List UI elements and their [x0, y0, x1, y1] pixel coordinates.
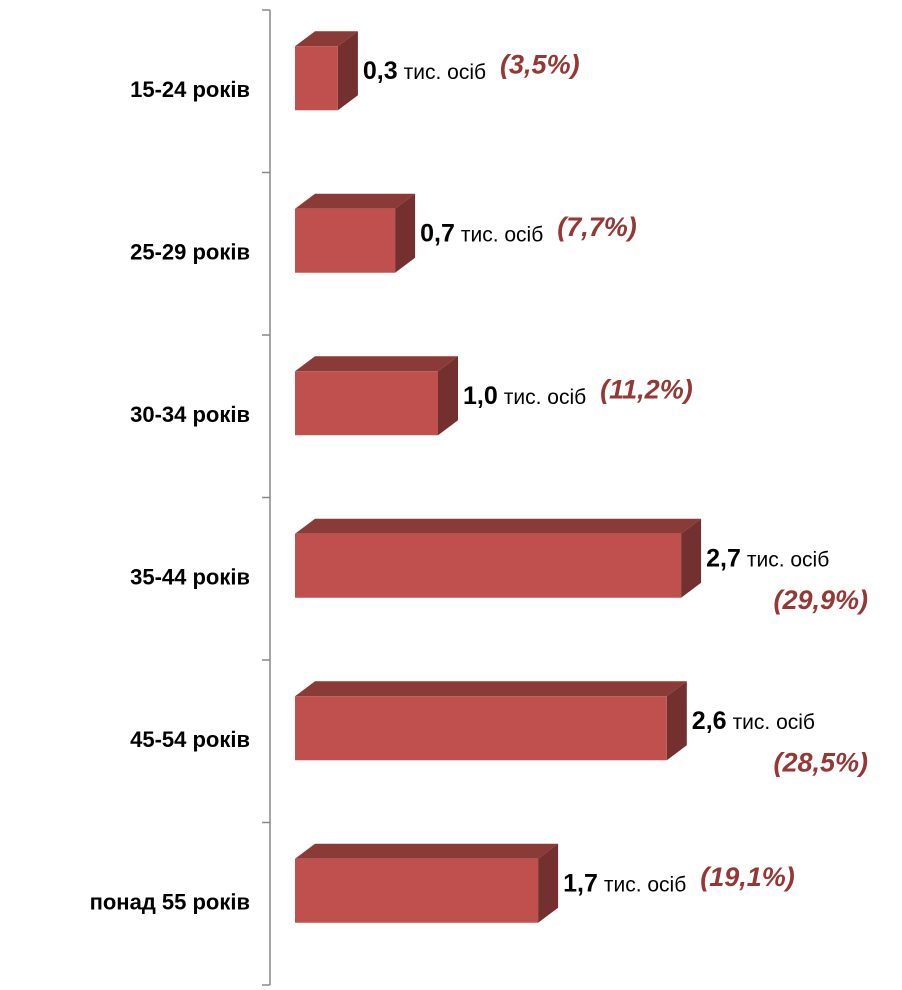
bar-top — [295, 31, 358, 47]
bar-top — [295, 193, 416, 209]
share-label: (19,1%) — [700, 862, 795, 892]
value-label: 2,6 — [692, 707, 727, 735]
unit-label: тис. осіб — [461, 223, 543, 246]
bar-top — [295, 518, 702, 534]
bar-top — [295, 681, 687, 697]
unit-label: тис. осіб — [733, 711, 815, 734]
share-label: (11,2%) — [600, 374, 693, 404]
category-label: 25-29 років — [130, 240, 250, 265]
unit-label: тис. осіб — [604, 873, 686, 896]
bar-side — [538, 843, 559, 923]
category-label: понад 55 років — [90, 890, 250, 915]
share-label: (28,5%) — [773, 747, 868, 777]
bar — [295, 858, 539, 923]
value-label: 0,7 — [420, 219, 455, 247]
value-label: 0,3 — [363, 57, 398, 85]
category-label: 35-44 років — [130, 565, 250, 590]
bar-side — [395, 193, 416, 273]
unit-label: тис. осіб — [747, 548, 829, 571]
bar-side — [337, 31, 358, 111]
category-label: 15-24 років — [130, 77, 250, 102]
share-label: (7,7%) — [557, 212, 637, 242]
share-label: (29,9%) — [773, 585, 868, 615]
unit-label: тис. осіб — [404, 61, 486, 84]
category-label: 30-34 років — [130, 402, 250, 427]
bar — [295, 371, 438, 436]
value-label: 1,7 — [563, 869, 598, 897]
bar — [295, 208, 396, 273]
unit-label: тис. осіб — [504, 386, 586, 409]
bar — [295, 696, 667, 761]
share-label: (3,5%) — [500, 49, 580, 79]
bar — [295, 46, 338, 111]
bar-side — [666, 681, 687, 761]
bar-top — [295, 356, 458, 372]
bar-top — [295, 843, 559, 859]
value-label: 2,7 — [706, 544, 741, 572]
bar-side — [438, 356, 458, 436]
bar — [295, 533, 682, 598]
bar-side — [681, 518, 702, 598]
category-label: 45-54 років — [130, 727, 250, 752]
value-label: 1,0 — [463, 382, 498, 410]
